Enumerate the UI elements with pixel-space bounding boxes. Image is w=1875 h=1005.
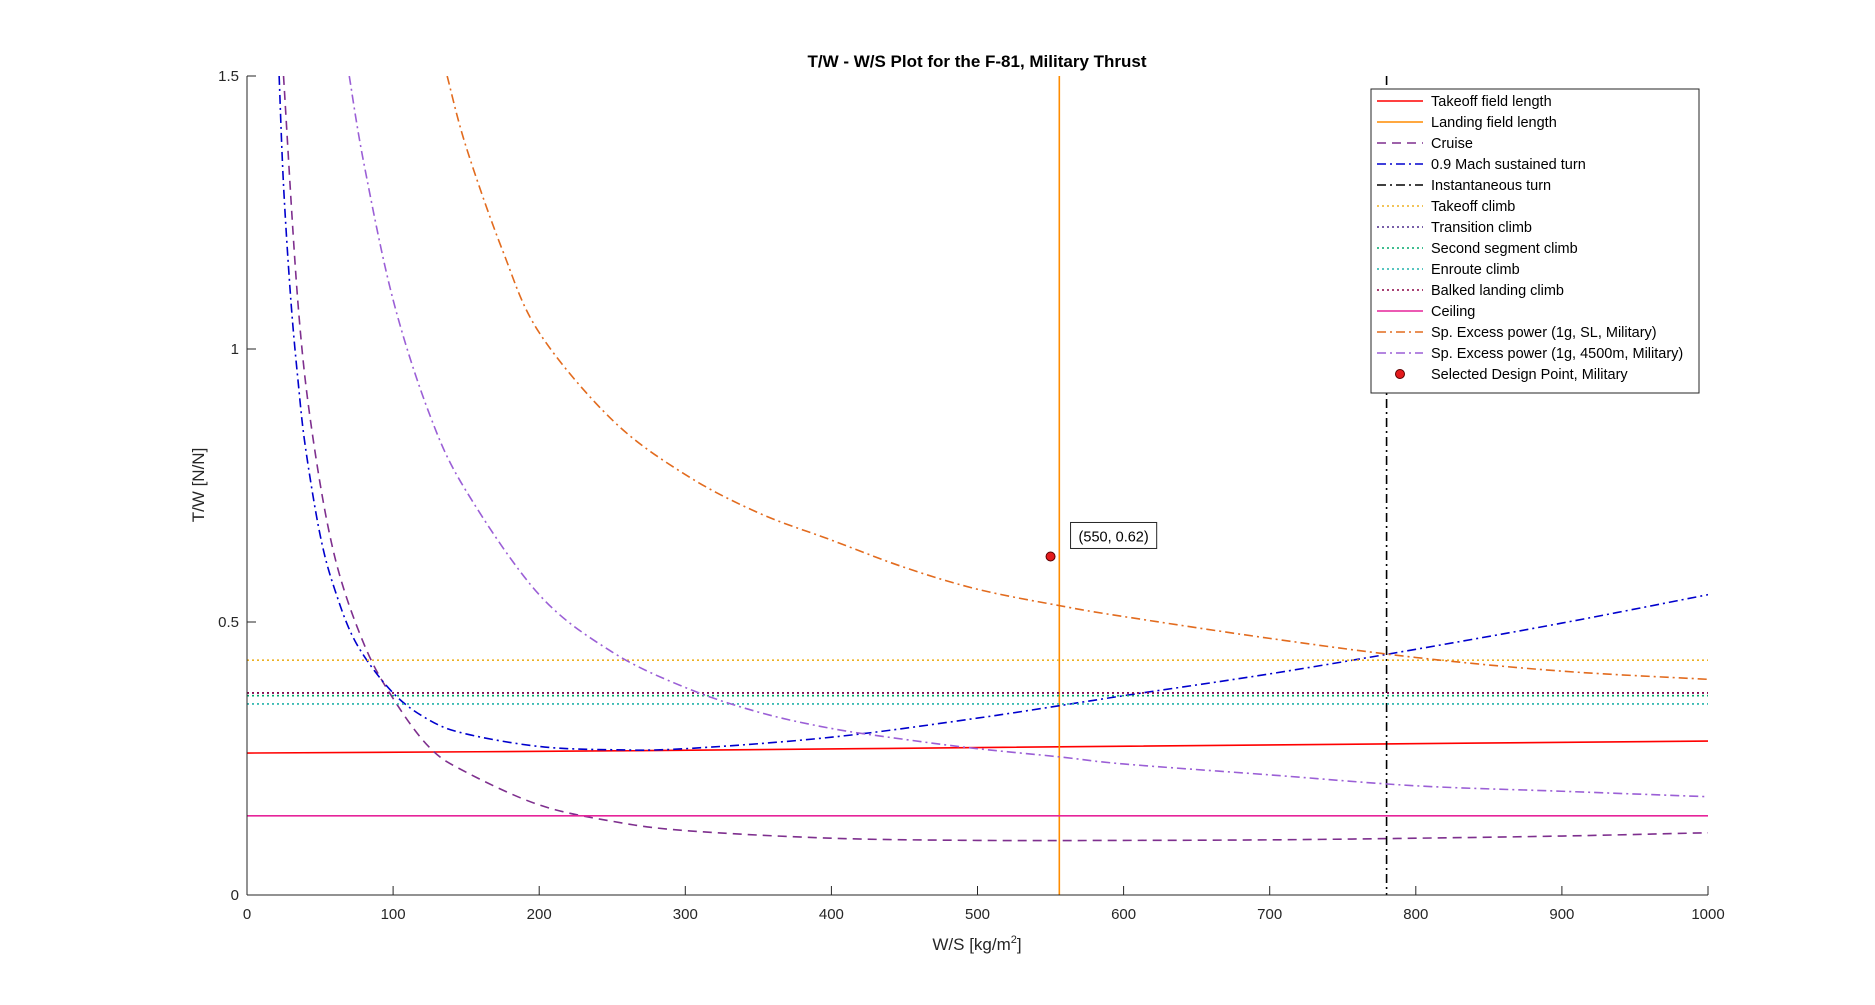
x-axis-label-superscript: 2 [1011, 934, 1017, 946]
design-point-marker [1045, 551, 1056, 562]
legend-entry-label: Takeoff climb [1431, 199, 1515, 215]
x-tick-label: 700 [1257, 906, 1282, 923]
legend-box [1370, 88, 1700, 394]
x-tick-label: 500 [965, 906, 990, 923]
legend-entry-label: Enroute climb [1431, 262, 1520, 278]
series-layer [247, 76, 1708, 895]
x-axis-label-suffix: ] [1017, 935, 1022, 954]
x-axis-label: W/S [kg/m2] [932, 934, 1021, 954]
legend-entry-label: Sp. Excess power (1g, SL, Military) [1431, 325, 1657, 341]
y-tick-label: 0 [231, 887, 239, 904]
legend: Takeoff field length Landing field length… [1370, 88, 1700, 394]
x-tick-label: 800 [1403, 906, 1428, 923]
x-tick-label: 1000 [1691, 906, 1724, 923]
x-axis-label-main: W/S [kg/m [932, 935, 1010, 954]
x-tick-label: 200 [527, 906, 552, 923]
annotation-layer: (550, 0.62) [1045, 521, 1158, 562]
axes-layer: 0 100 200 300 400 500 600 700 800 900 1000 0 0.5 1 1.5 [218, 68, 1725, 923]
y-tick-label: 1.5 [218, 68, 239, 85]
legend-entry-label: Landing field length [1431, 115, 1557, 131]
legend-entry-label: Ceiling [1431, 304, 1475, 320]
series-line-sp-excess-power-1g-sl-military [446, 76, 1708, 681]
series-line-cruise [282, 76, 1708, 842]
legend-entry-label: Sp. Excess power (1g, 4500m, Military) [1431, 346, 1683, 362]
legend-entry-label: Transition climb [1431, 220, 1532, 236]
x-tick-label: 300 [673, 906, 698, 923]
legend-entry-label: Takeoff field length [1431, 94, 1552, 110]
x-tick-label: 100 [381, 906, 406, 923]
x-tick-label: 600 [1111, 906, 1136, 923]
x-tick-label: 0 [243, 906, 251, 923]
design-point-label-box [1070, 521, 1158, 549]
y-tick-label: 0.5 [218, 614, 239, 631]
y-axis-label: T/W [N/N] [189, 448, 208, 523]
legend-entry-label: Selected Design Point, Military [1431, 367, 1628, 383]
series-line-0-9-mach-sustained-turn [278, 76, 1708, 751]
x-tick-label: 900 [1549, 906, 1574, 923]
legend-entry-label: Balked landing climb [1431, 283, 1564, 299]
y-tick-label: 1 [231, 341, 239, 358]
x-tick-label: 400 [819, 906, 844, 923]
chart-title: T/W - W/S Plot for the F-81, Military Th… [807, 52, 1146, 71]
legend-entry-label: Cruise [1431, 136, 1473, 152]
series-line-takeoff-field-length [247, 740, 1708, 754]
legend-entry-label: 0.9 Mach sustained turn [1431, 157, 1586, 173]
design-point-label: (550, 0.62) [1079, 529, 1149, 545]
legend-entry-label: Second segment climb [1431, 241, 1578, 257]
legend-marker [1395, 369, 1405, 379]
series-line-sp-excess-power-1g-4500m-military [348, 76, 1708, 798]
legend-entry-label: Instantaneous turn [1431, 178, 1551, 194]
